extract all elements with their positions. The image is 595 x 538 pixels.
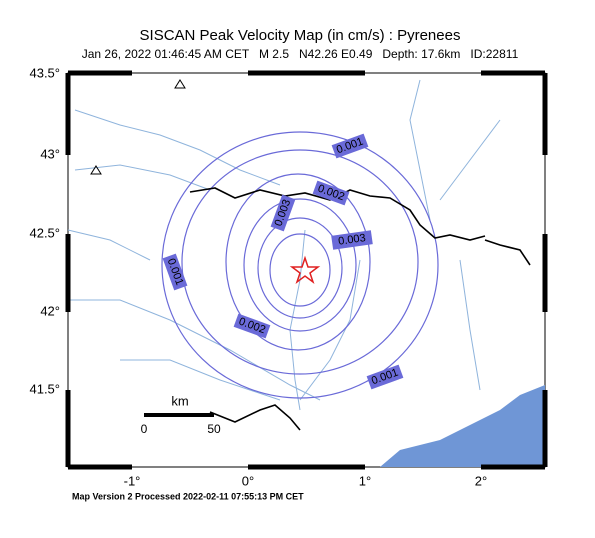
border: [189, 187, 486, 241]
lon-labels: -1° 0° 1° 2°: [124, 473, 488, 488]
map: 0.001 0.001 0.001 0.002 0.002 0.003 0.00…: [65, 70, 548, 470]
label-box: [162, 253, 188, 291]
border: [484, 239, 531, 266]
footer: Map Version 2 Processed 2022-02-11 07:55…: [72, 491, 304, 501]
rivers: [67, 79, 501, 411]
label-box: [233, 313, 271, 339]
label-box: [331, 133, 369, 159]
scale-label: 50: [207, 422, 221, 436]
frame: [67, 72, 546, 468]
border: [209, 404, 301, 431]
lon-label: 2°: [475, 473, 487, 488]
lon-label: 0°: [242, 473, 254, 488]
label-box: [312, 180, 350, 206]
lat-label: 43.5°: [29, 65, 60, 80]
contours: [161, 131, 439, 399]
scale-bar: km 0 50: [141, 393, 221, 436]
lat-label: 41.5°: [29, 381, 60, 396]
lon-label: -1°: [124, 473, 141, 488]
subtitle: Jan 26, 2022 01:46:45 AM CET M 2.5 N42.2…: [82, 47, 519, 61]
lat-label: 42°: [40, 303, 60, 318]
contour-label: 0.003: [338, 232, 367, 248]
lat-label: 42.5°: [29, 225, 60, 240]
station: [90, 165, 102, 175]
sea: [380, 385, 545, 467]
label-box: [331, 230, 373, 250]
label-box: [270, 194, 296, 232]
label-box: [366, 364, 404, 390]
lat-label: 43°: [40, 146, 60, 161]
lat-labels: 43.5° 43° 42.5° 42° 41.5°: [29, 65, 60, 396]
title: SISCAN Peak Velocity Map (in cm/s) : Pyr…: [140, 27, 461, 44]
scale-unit: km: [171, 393, 188, 408]
epicenter: [289, 255, 321, 285]
station: [174, 79, 186, 89]
scale-label: 0: [141, 422, 148, 436]
lon-label: 1°: [359, 473, 371, 488]
frame-ticks: [65, 70, 548, 470]
